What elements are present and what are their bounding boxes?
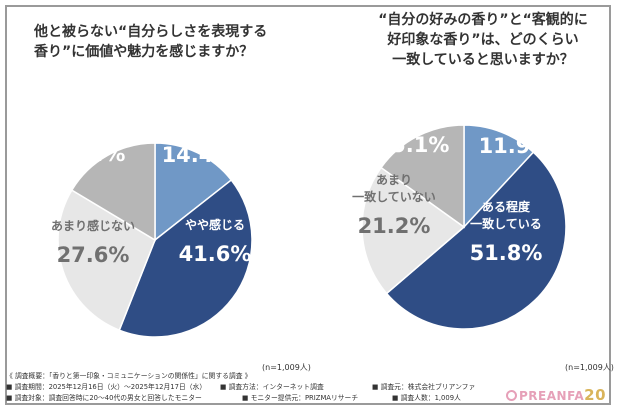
survey-organizer: ■ 調査元：株式会社ブリアンファ (372, 383, 476, 391)
chart2-slice-1-value-label: 11.9% (479, 134, 552, 158)
survey-method: ■ 調査方法：インターネット調査 (220, 383, 324, 391)
chart1-slice-1-category-label: とても感じる (162, 118, 233, 133)
chart2-slice-2-category-label: 一致している (470, 216, 542, 231)
survey-provider: ■ モニター提供元：PRIZMAリサーチ (242, 394, 359, 402)
chart2-slice-4-value-label: 15.1% (377, 133, 450, 157)
chart1-slice-1-labels: とても感じる 14.4% (162, 118, 235, 167)
chart2-slice-4-category-label: まったく (389, 92, 437, 106)
chart1-slice-4-value-label: 16.4% (53, 142, 126, 166)
chart1-slice-4-category-label: まったく感じない (41, 117, 137, 132)
brand-logo: PREANFA20 (506, 386, 606, 404)
chart1-sample-size: (n=1,009人) (262, 363, 311, 372)
chart2-sample-size: (n=1,009人) (565, 363, 614, 372)
chart1-slice-1 (154, 142, 233, 242)
chart1-slice-2-value-label: 41.6% (179, 242, 252, 266)
chart1-title: 他と被らない“自分らしさを表現する 香り”に価値や魅力を感じますか？ (34, 24, 268, 60)
chart2-slice-1 (463, 124, 535, 229)
survey-heading: 《 調査概要：「香りと第一印象・コミュニケーションの関係性」に関する調査 》 (6, 372, 252, 380)
chart1-slice-2-category-label: やや感じる (185, 217, 245, 232)
chart2-slice-3 (361, 166, 466, 295)
survey-target: ■ 調査対象：調査回答時に20～40代の男女と回答したモニター (6, 394, 202, 402)
chart1-slice-3-value-label: 27.6% (57, 243, 130, 267)
chart2-slice-4-category-label: 一致していない (371, 108, 455, 123)
chart2-slice-3-value-label: 21.2% (358, 214, 431, 238)
chart2-slice-4 (380, 124, 465, 229)
logo-anniversary: 20 (584, 386, 607, 404)
chart1-slice-2 (118, 179, 253, 338)
chart2-slice-2-value-label: 51.8% (470, 241, 543, 265)
logo-mark-icon (506, 390, 517, 401)
chart2-slice-1-labels: ほぼ一致している 11.9% (467, 109, 563, 158)
chart1-slice-4-labels: まったく感じない 16.4% (41, 117, 137, 166)
chart2-slice-3-category-label: あまり (376, 173, 412, 187)
chart1-slice-3-category-label: あまり感じない (51, 218, 135, 233)
survey-count: ■ 調査人数：1,009人 (392, 394, 461, 402)
chart1-slice-1-value-label: 14.4% (162, 143, 235, 167)
chart2-slice-2-category-label: ある程度 (482, 199, 531, 214)
chart1-slice-3 (57, 189, 156, 332)
logo-text: PREANFA (519, 389, 585, 403)
survey-period: ■ 調査期間：2025年12月16日（火）～2025年12月17日（水） (6, 383, 207, 391)
chart2-slice-1-category-label: ほぼ一致している (467, 109, 563, 124)
chart2-title: “自分の好みの香り”と“客観的に 好印象な香り”は、どのくらい 一致していると思… (378, 12, 588, 68)
chart1-slice-2-labels: やや感じる 41.6% (179, 217, 252, 266)
chart1-slice-3-labels: あまり感じない 27.6% (51, 218, 135, 267)
chart1-slice-4 (70, 142, 156, 242)
chart2-slice-2 (385, 151, 567, 330)
chart2-slice-3-category-label: 一致していない (352, 189, 436, 204)
